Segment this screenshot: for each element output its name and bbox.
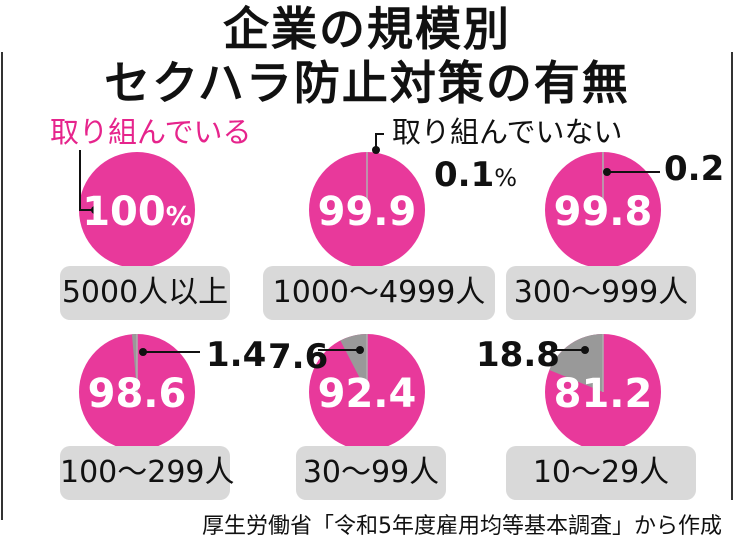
not-implementing-callout-6: 18.8 xyxy=(476,338,560,372)
category-label-4: 100～299人 xyxy=(60,446,230,500)
callout-dot-6 xyxy=(581,346,589,354)
category-label-1: 5000人以上 xyxy=(60,266,230,320)
pie-value-number-3: 99.8 xyxy=(554,189,653,235)
callout-dot-4 xyxy=(139,348,147,356)
not-implementing-unit-2: % xyxy=(494,164,517,192)
pie-value-number-4: 98.6 xyxy=(88,371,187,417)
not-implementing-value-5: 7.6 xyxy=(268,337,328,377)
category-label-3: 300～999人 xyxy=(506,266,696,320)
pie-value-number-6: 81.2 xyxy=(554,371,653,417)
not-implementing-callout-4: 1.4 xyxy=(206,338,266,372)
pie-value-number-2: 99.9 xyxy=(318,189,417,235)
pie-value-label-4: 98.6 xyxy=(57,374,217,414)
pie-value-label-1: 100% xyxy=(57,192,217,232)
not-implementing-callout-2: 0.1% xyxy=(434,158,517,192)
not-implementing-value-6: 18.8 xyxy=(476,335,560,375)
not-implementing-callout-3: 0.2 xyxy=(664,152,724,186)
source-note: 厚生労働省「令和5年度雇用均等基本調査」から作成 xyxy=(202,508,722,540)
category-label-2: 1000～4999人 xyxy=(263,266,495,320)
callout-dot-3 xyxy=(603,168,611,176)
not-implementing-value-2: 0.1 xyxy=(434,155,494,195)
pie-value-number-1: 100 xyxy=(82,189,166,235)
not-implementing-callout-5: 7.6 xyxy=(268,340,328,374)
pie-value-label-2: 99.9 xyxy=(287,192,447,232)
pie-value-unit-1: % xyxy=(166,202,192,232)
callout-dot-5 xyxy=(356,346,364,354)
pie-value-label-3: 99.8 xyxy=(523,192,683,232)
pie-value-label-5: 92.4 xyxy=(287,374,447,414)
category-label-6: 10～29人 xyxy=(506,446,696,500)
not-implementing-value-3: 0.2 xyxy=(664,149,724,189)
not-implementing-value-4: 1.4 xyxy=(206,335,266,375)
pie-value-label-6: 81.2 xyxy=(523,374,683,414)
pie-value-number-5: 92.4 xyxy=(318,371,417,417)
category-label-5: 30～99人 xyxy=(296,446,446,500)
legend-dot-not-implementing xyxy=(372,146,380,154)
